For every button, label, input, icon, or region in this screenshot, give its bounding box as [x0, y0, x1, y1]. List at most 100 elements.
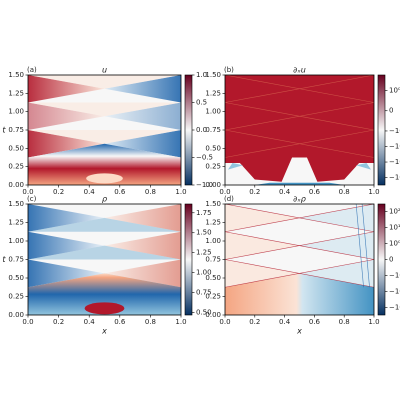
colorbar-tick-label: 0.75: [196, 289, 212, 297]
colorbar: [377, 74, 386, 186]
colorbar-tick-label: −10⁰: [389, 127, 400, 135]
field-shape: [86, 173, 123, 184]
panel-label: (b): [224, 66, 234, 74]
x-tick-label: 0.2: [249, 318, 260, 326]
field-shape: [84, 302, 125, 315]
y-tick-label: 0.00: [205, 311, 221, 319]
y-tick-label: 1.50: [8, 200, 24, 208]
y-tick-label: 0.50: [8, 274, 24, 282]
field-shape: [225, 259, 300, 288]
x-axis-label: x: [296, 327, 302, 336]
panel-title: ∂ₓρ: [293, 195, 306, 204]
colorbar: [184, 74, 193, 186]
field-shape: [104, 102, 181, 130]
y-tick-label: 1.50: [205, 71, 221, 79]
field-line: [225, 129, 374, 158]
y-tick-label: 0.50: [205, 274, 221, 282]
colorbar-tick-label: 1.25: [196, 249, 212, 257]
field-shape: [356, 163, 372, 170]
field-shape: [28, 75, 105, 103]
field-line: [225, 259, 374, 288]
x-tick-label: 0.2: [53, 318, 64, 326]
y-tick-label: 1.00: [205, 108, 221, 116]
x-tick-label: 1.0: [368, 188, 379, 196]
x-tick-label: 0.8: [339, 318, 350, 326]
x-tick-label: 0.8: [145, 318, 156, 326]
x-tick-label: 0.0: [22, 318, 33, 326]
colorbar-tick-label: −10¹: [389, 142, 400, 150]
field-shape: [28, 143, 181, 185]
x-tick-label: 1.0: [175, 318, 186, 326]
field-shape: [28, 130, 105, 158]
x-tick-label: 0.2: [53, 188, 64, 196]
y-tick-label: 0.75: [8, 256, 24, 264]
y-tick-label: 0.00: [8, 311, 24, 319]
field-shape: [28, 130, 181, 144]
panel-title: ρ: [102, 195, 107, 204]
colorbar-tick-label: 1.0: [196, 71, 207, 79]
colorbar-tick-label: 0.5: [196, 99, 207, 107]
field-shape: [28, 273, 181, 315]
y-tick-label: 1.25: [8, 219, 24, 227]
y-axis-label: t: [2, 255, 6, 264]
y-tick-label: 0.50: [205, 144, 221, 152]
field-shape: [28, 245, 181, 260]
colorbar-tick-label: −10¹: [389, 287, 400, 295]
heatmap-field: [28, 75, 181, 185]
y-tick-label: 0.00: [8, 181, 24, 189]
field-shape: [28, 102, 181, 117]
x-tick-label: 0.6: [114, 188, 126, 196]
field-line: [225, 102, 374, 131]
x-tick-label: 0.8: [339, 188, 350, 196]
panel-label: (d): [224, 195, 234, 203]
colorbar-tick-label: 1.75: [196, 209, 212, 217]
panel-label: (a): [27, 66, 37, 74]
panel-label: (c): [27, 195, 37, 203]
x-tick-label: 0.0: [219, 188, 230, 196]
x-tick-label: 0.4: [84, 318, 96, 326]
colorbar-tick-label: 0.0: [196, 126, 207, 134]
colorbar-tick-label: −10⁰: [389, 271, 400, 279]
y-tick-label: 0.25: [205, 293, 221, 301]
heatmap-field: [28, 204, 181, 315]
y-tick-label: 0.75: [8, 126, 24, 134]
x-tick-label: 0.2: [249, 188, 260, 196]
field-line: [225, 231, 374, 260]
x-tick-label: 0.4: [84, 188, 96, 196]
x-axis-label: x: [101, 327, 107, 336]
colorbar-tick-label: 10²: [389, 208, 400, 216]
field-shape: [299, 231, 374, 260]
x-tick-label: 0.4: [279, 318, 291, 326]
y-tick-label: 0.25: [8, 293, 24, 301]
y-tick-label: 1.00: [8, 237, 24, 245]
y-tick-label: 0.75: [205, 256, 221, 264]
field-shape: [299, 204, 374, 232]
y-tick-label: 0.50: [8, 144, 24, 152]
x-tick-label: 0.6: [309, 318, 321, 326]
colorbar: [377, 203, 386, 316]
field-shape: [28, 75, 181, 89]
colorbar-tick-label: −10³: [389, 174, 400, 182]
x-tick-label: 0.0: [22, 188, 33, 196]
heatmap-field: [225, 75, 374, 185]
field-shape: [225, 204, 300, 232]
field-shape: [28, 231, 105, 260]
y-axis-label: t: [2, 126, 6, 135]
colorbar-tick-label: 10¹: [389, 224, 400, 232]
y-tick-label: 0.25: [8, 163, 24, 171]
field-shape: [104, 75, 181, 103]
colorbar-tick-label: −1.0: [196, 181, 213, 189]
field-line: [361, 204, 370, 288]
x-tick-label: 0.4: [279, 188, 291, 196]
field-shape: [225, 157, 374, 185]
colorbar-tick-label: 10⁰: [389, 240, 400, 248]
x-tick-label: 0.6: [309, 188, 321, 196]
field-shape: [227, 163, 243, 170]
field-shape: [28, 204, 105, 232]
x-tick-label: 0.6: [114, 318, 126, 326]
y-tick-label: 0.75: [205, 126, 221, 134]
field-shape: [28, 217, 181, 232]
y-tick-label: 1.50: [205, 200, 221, 208]
heatmap-field: [225, 204, 374, 315]
colorbar: [184, 203, 193, 316]
